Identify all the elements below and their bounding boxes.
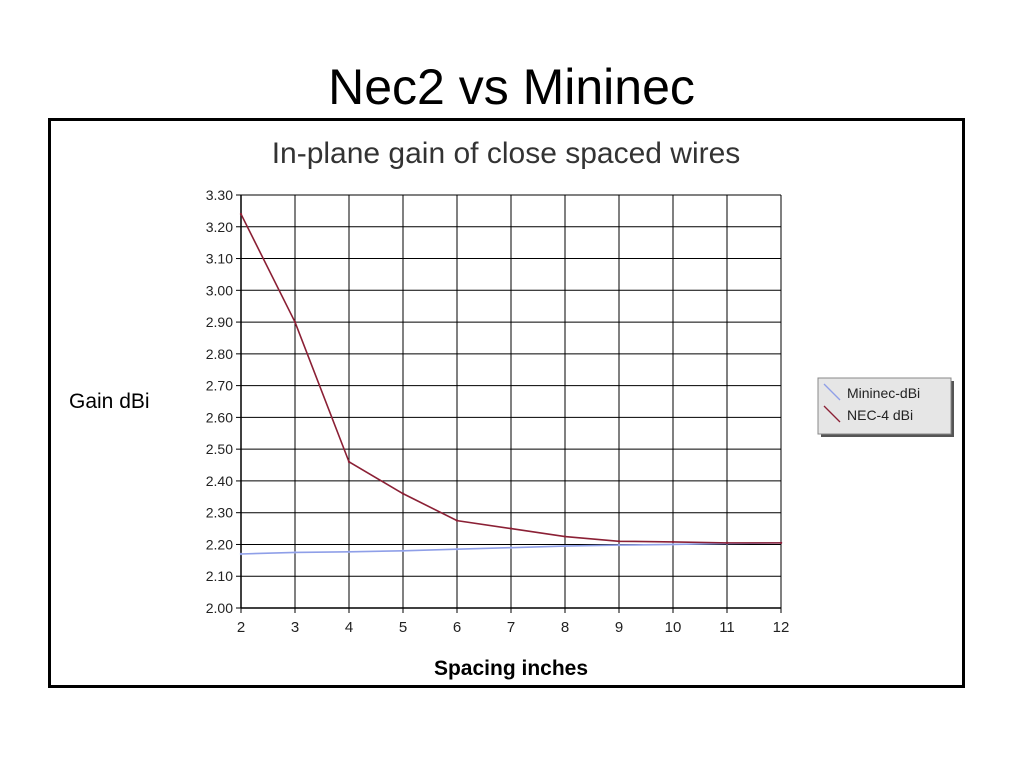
y-tick-label: 3.30: [206, 187, 233, 203]
x-tick-label: 5: [399, 619, 407, 636]
y-tick-label: 3.00: [206, 282, 233, 298]
chart-frame: In-plane gain of close spaced wires 2.00 2…: [48, 118, 965, 688]
data-point-mininec: [347, 550, 351, 553]
data-point-nec4: [401, 492, 405, 495]
data-point-nec4: [671, 540, 675, 544]
y-tick-label: 2.80: [206, 346, 233, 362]
data-point-mininec: [293, 551, 297, 554]
data-point-mininec: [671, 543, 675, 546]
data-point-nec4: [347, 460, 351, 464]
x-tick-label: 6: [453, 619, 461, 636]
slide-title: Nec2 vs Mininec: [328, 59, 695, 115]
x-tick-label: 11: [719, 619, 735, 636]
data-point-mininec: [563, 544, 567, 548]
x-tick-label: 12: [773, 619, 790, 636]
data-point-nec4: [239, 212, 243, 216]
data-point-nec4: [563, 535, 567, 538]
y-tick-label: 2.30: [206, 505, 233, 521]
y-tick-label: 2.10: [206, 568, 233, 584]
data-point-mininec: [617, 543, 621, 547]
data-point-mininec: [401, 549, 405, 553]
y-tick-label: 3.20: [206, 219, 233, 235]
legend-swatch: [823, 405, 841, 423]
y-axis-label: Gain dBi: [69, 390, 150, 413]
x-tick-label: 10: [665, 619, 682, 636]
chart-title: In-plane gain of close spaced wires: [272, 137, 741, 170]
data-point-nec4: [725, 541, 729, 545]
data-point-nec4: [779, 541, 783, 545]
legend: [817, 377, 952, 435]
data-point-mininec: [509, 546, 513, 549]
y-tick-label: 2.90: [206, 314, 233, 330]
y-tick-label: 2.00: [206, 600, 233, 616]
data-point-nec4: [617, 540, 621, 543]
y-tick-label: 2.20: [206, 536, 233, 552]
legend-label: Mininec-dBi: [847, 385, 920, 401]
y-tick-label: 2.50: [206, 441, 233, 457]
data-point-mininec: [455, 548, 459, 551]
legend-label: NEC-4 dBi: [847, 407, 913, 423]
data-point-nec4: [455, 519, 459, 522]
y-tick-label: 2.70: [206, 378, 233, 394]
x-tick-label: 3: [291, 619, 299, 636]
y-tick-label: 2.60: [206, 409, 233, 425]
y-tick-label: 2.40: [206, 473, 233, 489]
x-tick-label: 8: [561, 619, 569, 636]
y-tick-label: 3.10: [206, 251, 233, 267]
line-chart: In-plane gain of close spaced wires2.002…: [69, 137, 954, 680]
data-point-mininec: [239, 552, 243, 556]
x-tick-label: 2: [237, 619, 245, 636]
data-point-nec4: [509, 527, 513, 530]
x-axis-label: Spacing inches: [434, 657, 588, 680]
data-point-nec4: [293, 320, 297, 324]
x-tick-label: 4: [345, 619, 353, 636]
x-tick-label: 9: [615, 619, 623, 636]
x-tick-label: 7: [507, 619, 515, 636]
legend-swatch: [823, 383, 841, 401]
